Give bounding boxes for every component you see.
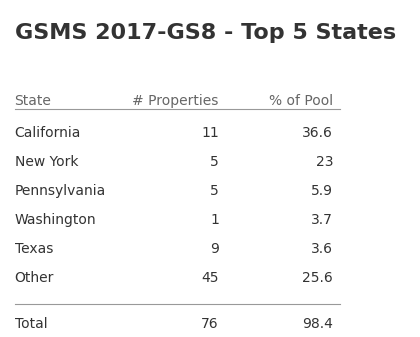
Text: 5.9: 5.9 [311, 184, 333, 198]
Text: 11: 11 [201, 126, 219, 140]
Text: % of Pool: % of Pool [269, 94, 333, 108]
Text: GSMS 2017-GS8 - Top 5 States: GSMS 2017-GS8 - Top 5 States [15, 24, 396, 43]
Text: 9: 9 [210, 242, 219, 256]
Text: Washington: Washington [15, 213, 96, 227]
Text: California: California [15, 126, 81, 140]
Text: 1: 1 [210, 213, 219, 227]
Text: 45: 45 [201, 271, 219, 285]
Text: 5: 5 [210, 155, 219, 169]
Text: 23: 23 [315, 155, 333, 169]
Text: 36.6: 36.6 [302, 126, 333, 140]
Text: # Properties: # Properties [132, 94, 219, 108]
Text: 3.6: 3.6 [311, 242, 333, 256]
Text: State: State [15, 94, 51, 108]
Text: Texas: Texas [15, 242, 53, 256]
Text: New York: New York [15, 155, 78, 169]
Text: 3.7: 3.7 [311, 213, 333, 227]
Text: Other: Other [15, 271, 54, 285]
Text: 5: 5 [210, 184, 219, 198]
Text: Pennsylvania: Pennsylvania [15, 184, 106, 198]
Text: 98.4: 98.4 [302, 317, 333, 331]
Text: Total: Total [15, 317, 47, 331]
Text: 25.6: 25.6 [302, 271, 333, 285]
Text: 76: 76 [201, 317, 219, 331]
